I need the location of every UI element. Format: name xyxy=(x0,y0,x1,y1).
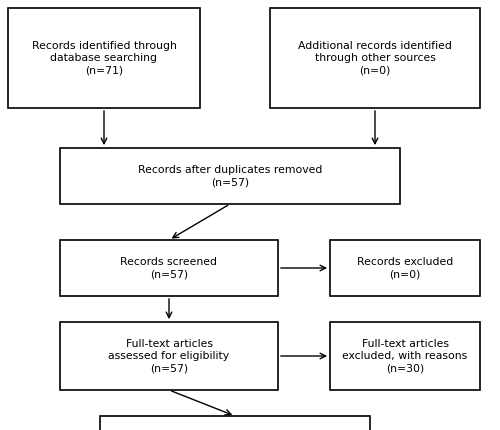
Bar xyxy=(8,8,200,108)
Bar xyxy=(270,8,480,108)
Text: Full-text articles
assessed for eligibility
(n=57): Full-text articles assessed for eligibil… xyxy=(108,338,230,373)
Text: Records after duplicates removed
(n=57): Records after duplicates removed (n=57) xyxy=(138,165,322,187)
Text: Records screened
(n=57): Records screened (n=57) xyxy=(120,257,218,279)
Text: Records identified through
database searching
(n=71): Records identified through database sear… xyxy=(32,40,176,75)
Bar xyxy=(330,322,480,390)
Bar xyxy=(100,416,370,430)
Text: Full-text articles
excluded, with reasons
(n=30): Full-text articles excluded, with reason… xyxy=(342,338,468,373)
Text: Records excluded
(n=0): Records excluded (n=0) xyxy=(357,257,453,279)
Bar xyxy=(330,240,480,296)
Bar xyxy=(60,322,278,390)
Bar xyxy=(60,148,400,204)
Bar xyxy=(60,240,278,296)
Text: Additional records identified
through other sources
(n=0): Additional records identified through ot… xyxy=(298,40,452,75)
